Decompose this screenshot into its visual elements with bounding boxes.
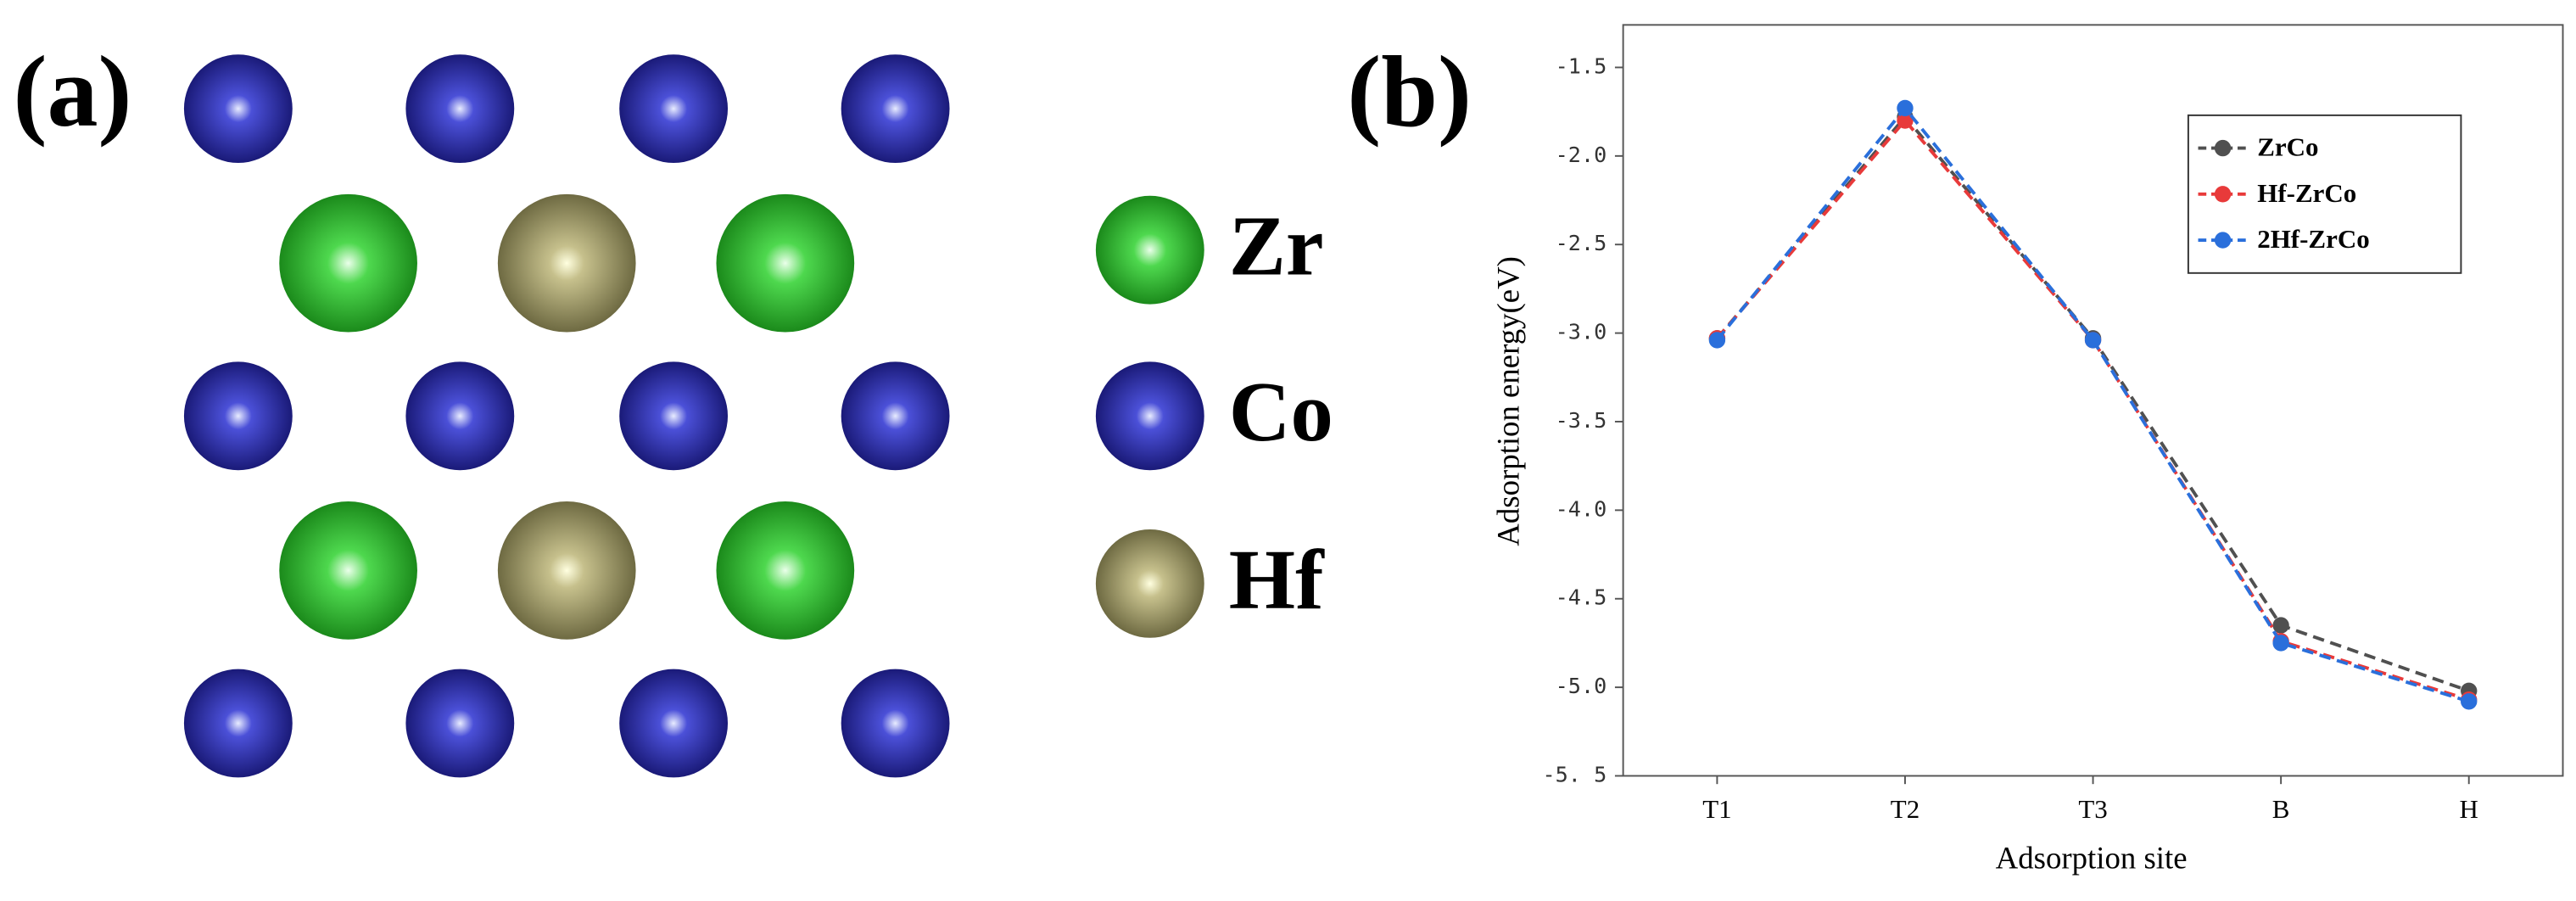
atom-legend-label: Zr [1229,199,1324,294]
atom [716,501,855,640]
legend-atom [1095,195,1204,305]
x-tick-label: T1 [1702,794,1731,824]
x-tick-label: H [2460,794,2478,824]
x-tick-label: T2 [1891,794,1919,824]
legend-label: Hf-ZrCo [2257,178,2356,208]
co-atom [183,669,293,778]
legend-marker [2214,139,2232,157]
data-point [1897,112,1914,129]
legend-marker [2214,232,2232,249]
atom [716,193,855,333]
data-point [2461,693,2478,710]
y-tick-label: -5.0 [1556,674,1607,698]
atom-lattice [183,54,950,778]
co-atom [841,669,950,778]
data-point [2084,332,2102,349]
co-atom [619,669,729,778]
atom-legend-label: Hf [1229,532,1325,627]
series-line [1715,118,2470,702]
y-tick-label: -4.5 [1556,585,1607,610]
atom [279,193,417,333]
y-tick-label: -4.0 [1556,496,1607,521]
x-tick-label: T3 [2078,794,2107,824]
panel-label: (b) [1347,35,1472,148]
co-atom [619,54,729,164]
legend-atom [1095,361,1204,471]
panel-label: (a) [13,35,131,148]
legend-box [2187,114,2462,274]
y-tick-label: -2.5 [1556,231,1607,255]
co-atom [841,54,950,164]
y-tick-label: -5. 5 [1543,762,1607,786]
legend-atom [1095,529,1204,638]
atom [279,501,417,640]
data-point [2272,635,2289,652]
co-atom [183,361,293,471]
legend-label: ZrCo [2257,132,2318,162]
atom-legend-label: Co [1229,364,1333,459]
data-point [1897,99,1914,117]
chart: -5. 5 -5.0 -4.5 -4.0 -3.5 -3.0 -2.5 -2.0 -1.5 T1 T… [1543,53,2478,824]
y-tick-label: -3.5 [1556,408,1607,433]
y-axis-label: Adsorption energy(eV) [1490,256,1525,546]
co-atom [183,54,293,164]
atom [497,193,636,333]
co-atom [405,361,515,471]
x-axis-label: Adsorption site [1996,841,2188,876]
atom [497,501,636,640]
legend-label: 2Hf-ZrCo [2257,224,2369,254]
y-tick-label: -2.0 [1556,143,1607,167]
co-atom [619,361,729,471]
y-tick-label: -1.5 [1556,53,1607,78]
co-atom [841,361,950,471]
legend-marker [2214,186,2232,203]
co-atom [405,669,515,778]
y-tick-label: -3.0 [1556,320,1607,344]
co-atom [405,54,515,164]
data-point [2272,617,2289,634]
x-tick-label: B [2272,794,2290,824]
data-point [1708,332,1726,349]
